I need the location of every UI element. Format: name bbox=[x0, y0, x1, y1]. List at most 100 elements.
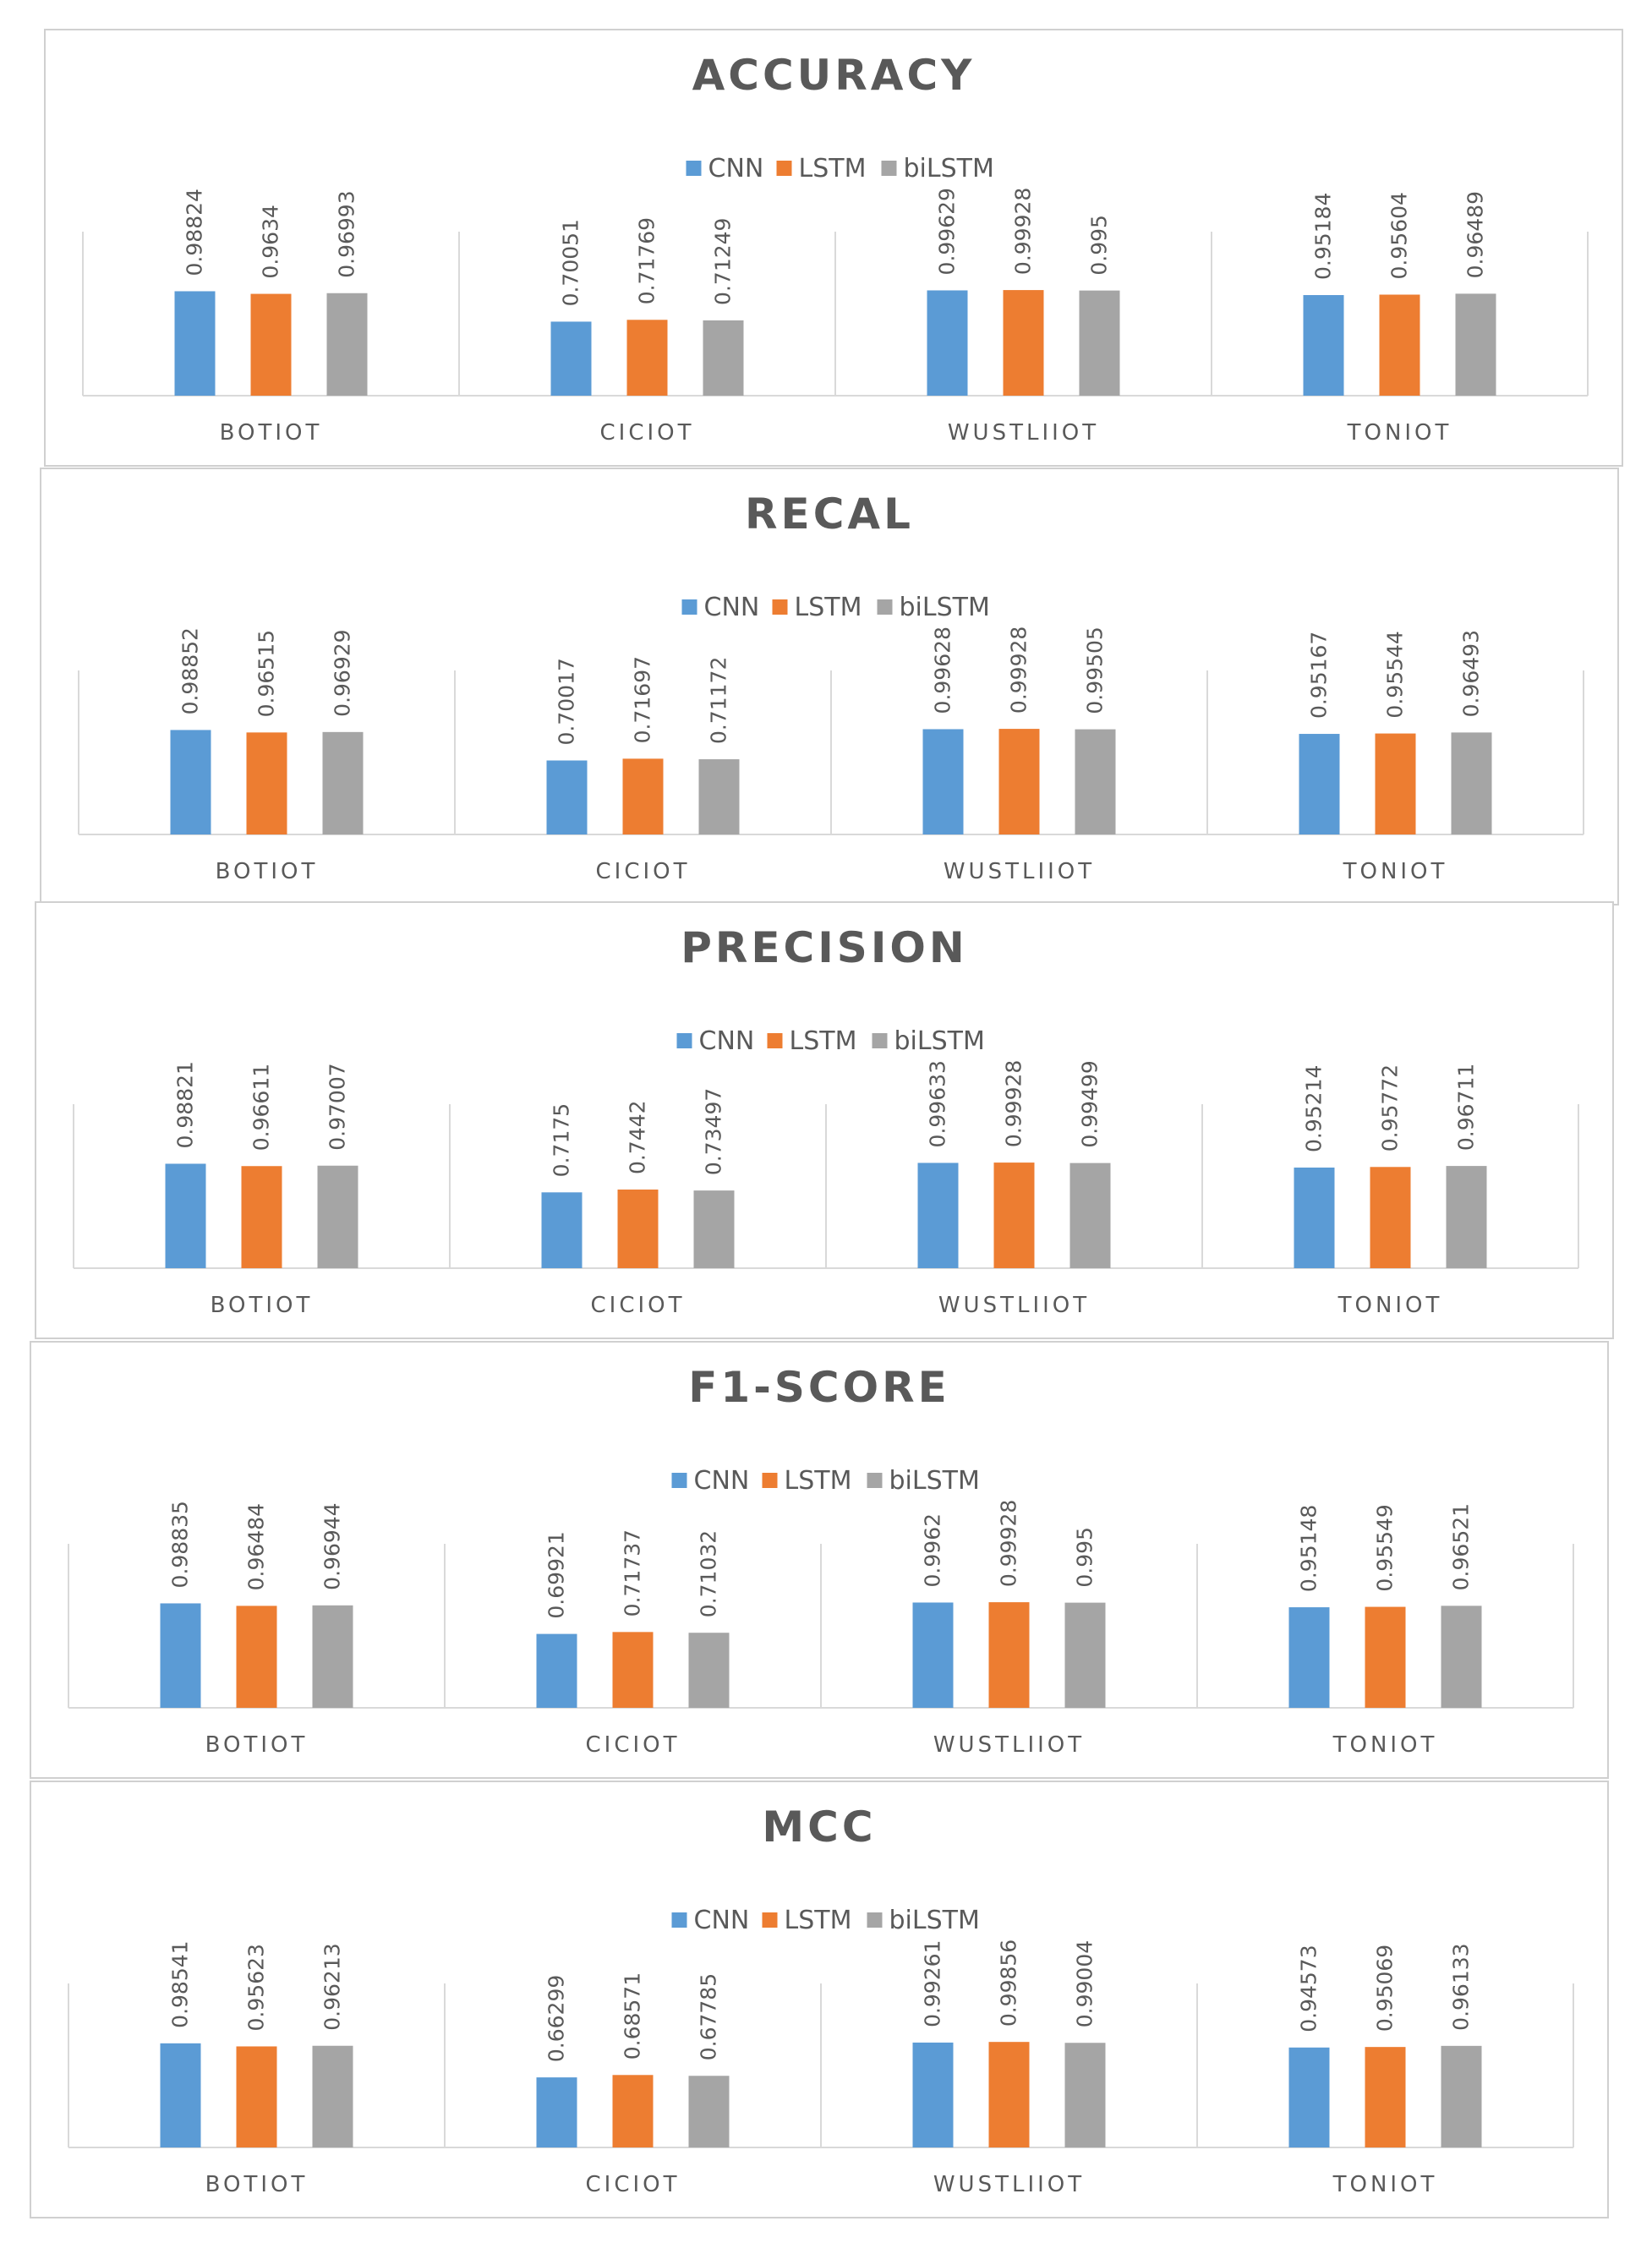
legend-label-lstm: LSTM bbox=[785, 1466, 852, 1496]
data-label: 0.71249 bbox=[711, 218, 736, 305]
data-label: 0.995 bbox=[1087, 215, 1112, 276]
data-label: 0.96711 bbox=[1454, 1064, 1479, 1151]
chart-svg: ACCURACY CNN LSTM biLSTM 0.98824 0.9634 0.9699… bbox=[82, 51, 1589, 446]
legend-swatch-bilstm bbox=[867, 1473, 883, 1488]
bar-lstm-wustliiot bbox=[1003, 290, 1044, 396]
bar-bilstm-wustliiot bbox=[1064, 1602, 1106, 1708]
chart-panel-precision: PRECISION CNN LSTM biLSTM 0.98821 0.96611 0.97… bbox=[35, 901, 1614, 1339]
bar-bilstm-ciciot bbox=[698, 759, 740, 834]
category-label-toniot: TONIOT bbox=[1332, 2172, 1438, 2197]
chart-svg: RECAL CNN LSTM biLSTM 0.98852 0.96515 0.96929 B… bbox=[78, 490, 1584, 884]
data-label: 0.95544 bbox=[1383, 631, 1408, 718]
bar-cnn-botiot bbox=[160, 1603, 201, 1708]
category-label-wustliiot: WUSTLIIOT bbox=[948, 420, 1099, 446]
bar-cnn-toniot bbox=[1299, 734, 1340, 834]
data-label: 0.95549 bbox=[1373, 1504, 1398, 1591]
bar-lstm-ciciot bbox=[612, 1632, 654, 1708]
legend-label-lstm: LSTM bbox=[795, 593, 862, 622]
legend-label-cnn: CNN bbox=[694, 1906, 750, 1935]
data-label: 0.99928 bbox=[1002, 1060, 1026, 1147]
bar-bilstm-toniot bbox=[1451, 732, 1492, 834]
bar-cnn-botiot bbox=[165, 1163, 206, 1268]
bar-cnn-wustliiot bbox=[917, 1163, 959, 1268]
data-label: 0.70017 bbox=[555, 658, 579, 745]
data-label: 0.96521 bbox=[1449, 1503, 1474, 1590]
bar-lstm-ciciot bbox=[626, 320, 668, 396]
data-label: 0.95604 bbox=[1387, 192, 1412, 279]
bar-cnn-wustliiot bbox=[912, 2042, 954, 2147]
data-label: 0.95148 bbox=[1297, 1505, 1321, 1592]
bar-bilstm-botiot bbox=[312, 1605, 353, 1708]
bar-cnn-ciciot bbox=[546, 760, 588, 834]
category-label-toniot: TONIOT bbox=[1347, 420, 1452, 446]
chart-title: ACCURACY bbox=[692, 51, 976, 100]
legend-label-bilstm: biLSTM bbox=[889, 1466, 980, 1496]
category-label-ciciot: CICIOT bbox=[591, 1293, 686, 1318]
data-label: 0.99505 bbox=[1083, 626, 1108, 714]
bar-bilstm-ciciot bbox=[693, 1190, 735, 1268]
data-label: 0.96493 bbox=[1459, 630, 1484, 717]
legend: CNN LSTM biLSTM bbox=[681, 593, 990, 622]
bar-lstm-botiot bbox=[241, 1166, 282, 1268]
category-label-wustliiot: WUSTLIIOT bbox=[933, 1732, 1085, 1758]
bar-cnn-wustliiot bbox=[927, 290, 968, 396]
category-label-ciciot: CICIOT bbox=[600, 420, 695, 446]
data-label: 0.70051 bbox=[559, 219, 583, 306]
data-label: 0.95772 bbox=[1378, 1064, 1403, 1152]
bar-lstm-toniot bbox=[1370, 1167, 1411, 1268]
bar-lstm-botiot bbox=[246, 732, 287, 834]
legend-label-cnn: CNN bbox=[708, 154, 764, 183]
data-label: 0.95214 bbox=[1302, 1065, 1327, 1152]
bar-cnn-botiot bbox=[174, 291, 216, 396]
data-label: 0.96993 bbox=[335, 190, 359, 277]
data-label: 0.71032 bbox=[697, 1530, 721, 1617]
legend-swatch-bilstm bbox=[872, 1033, 888, 1048]
category-label-botiot: BOTIOT bbox=[211, 1293, 314, 1318]
data-label: 0.99928 bbox=[1007, 626, 1031, 714]
legend-swatch-cnn bbox=[671, 1912, 687, 1928]
data-label: 0.69921 bbox=[544, 1531, 569, 1618]
bar-bilstm-ciciot bbox=[688, 1633, 730, 1708]
legend-swatch-lstm bbox=[776, 161, 792, 176]
bar-cnn-toniot bbox=[1303, 295, 1344, 396]
bar-lstm-ciciot bbox=[622, 758, 664, 834]
data-label: 0.99261 bbox=[921, 1940, 945, 2027]
data-label: 0.95167 bbox=[1307, 632, 1332, 719]
data-label: 0.98835 bbox=[168, 1501, 193, 1588]
bar-bilstm-botiot bbox=[317, 1165, 358, 1268]
category-label-toniot: TONIOT bbox=[1337, 1293, 1443, 1318]
bar-lstm-botiot bbox=[250, 293, 292, 396]
legend-label-cnn: CNN bbox=[704, 593, 760, 622]
legend-swatch-cnn bbox=[676, 1033, 692, 1048]
category-label-ciciot: CICIOT bbox=[586, 2172, 681, 2197]
data-label: 0.9634 bbox=[259, 205, 283, 278]
bar-lstm-ciciot bbox=[612, 2075, 654, 2147]
legend-swatch-bilstm bbox=[877, 599, 893, 615]
data-label: 0.71697 bbox=[631, 656, 655, 743]
data-label: 0.96944 bbox=[320, 1502, 345, 1589]
data-label: 0.99499 bbox=[1078, 1060, 1102, 1147]
data-label: 0.96133 bbox=[1449, 1943, 1474, 2030]
chart-title: MCC bbox=[762, 1803, 876, 1852]
data-label: 0.99629 bbox=[935, 188, 960, 275]
bar-lstm-wustliiot bbox=[998, 729, 1040, 834]
bar-lstm-toniot bbox=[1365, 2047, 1406, 2147]
bar-lstm-toniot bbox=[1375, 733, 1416, 834]
data-label: 0.99004 bbox=[1073, 1940, 1097, 2027]
bar-cnn-botiot bbox=[160, 2043, 201, 2147]
data-label: 0.9962 bbox=[921, 1513, 945, 1587]
legend-swatch-cnn bbox=[681, 599, 697, 615]
data-label: 0.68571 bbox=[621, 1972, 645, 2060]
data-label: 0.94573 bbox=[1297, 1945, 1321, 2032]
category-label-toniot: TONIOT bbox=[1332, 1732, 1438, 1758]
legend-label-lstm: LSTM bbox=[790, 1026, 857, 1056]
data-label: 0.98541 bbox=[168, 1940, 193, 2027]
legend-swatch-cnn bbox=[671, 1473, 687, 1488]
chart-svg: F1-SCORE CNN LSTM biLSTM 0.98835 0.96484 0.969… bbox=[68, 1363, 1574, 1758]
chart-title: RECAL bbox=[745, 490, 914, 539]
data-label: 0.73497 bbox=[702, 1088, 726, 1175]
legend-label-cnn: CNN bbox=[694, 1466, 750, 1496]
data-label: 0.95623 bbox=[244, 1944, 269, 2031]
bar-bilstm-ciciot bbox=[688, 2076, 730, 2147]
category-label-botiot: BOTIOT bbox=[216, 859, 319, 884]
